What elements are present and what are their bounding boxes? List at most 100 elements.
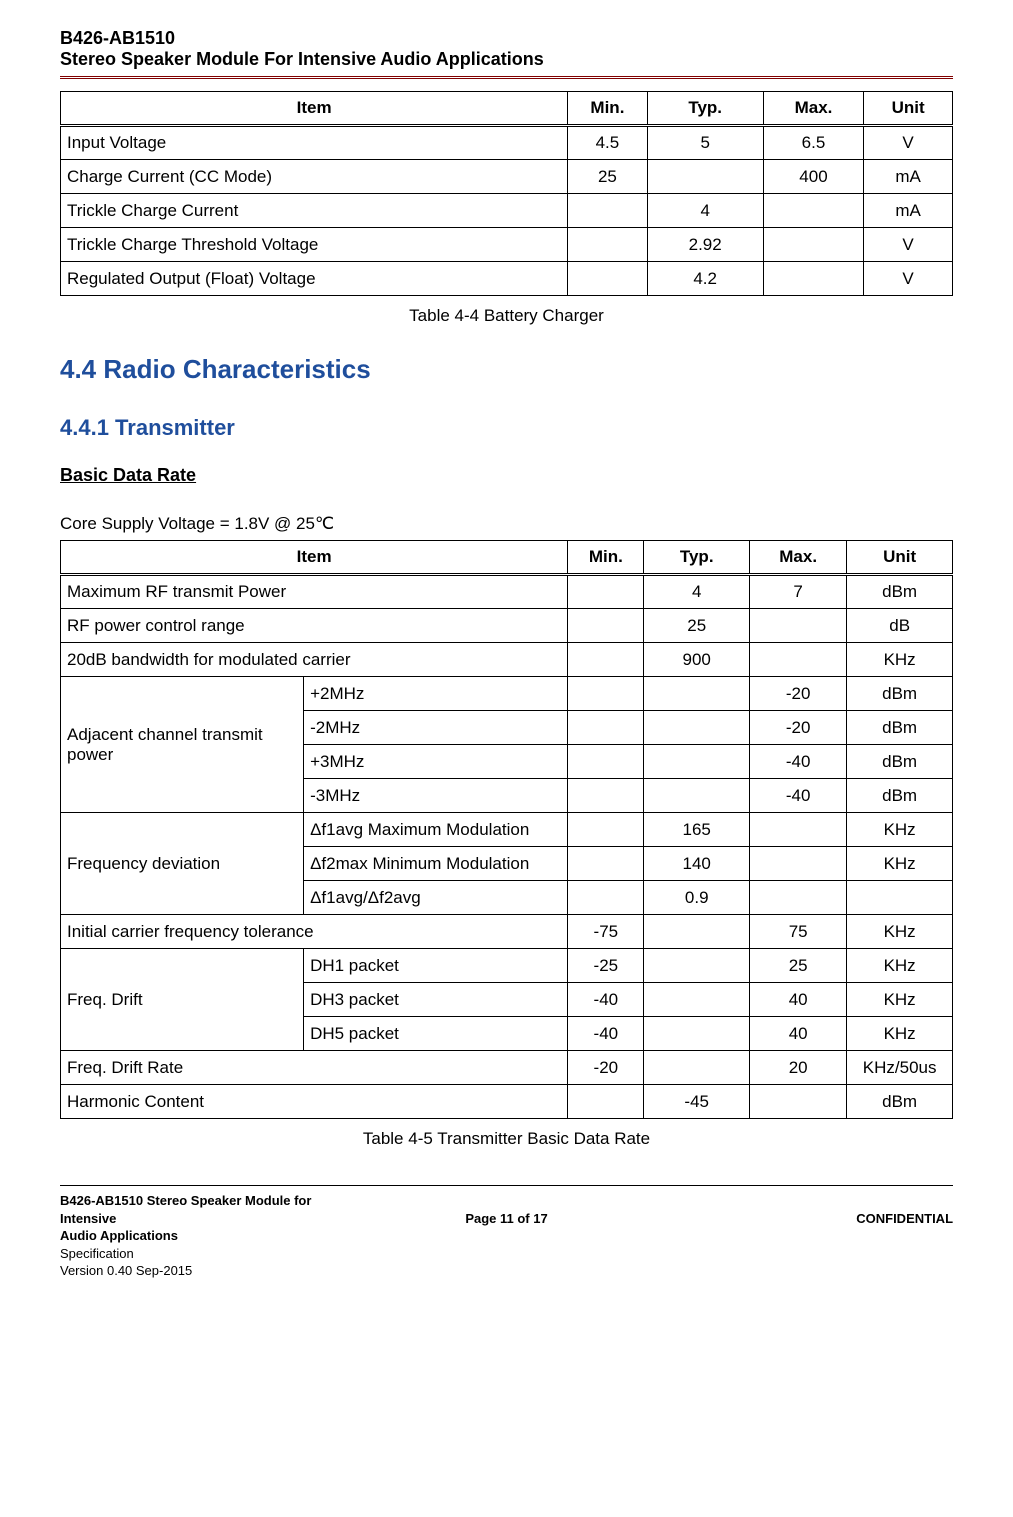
- table-cell: [750, 643, 847, 677]
- table-cell: [644, 779, 750, 813]
- table-cell: [644, 1017, 750, 1051]
- table-cell: dBm: [847, 779, 953, 813]
- table-cell: Regulated Output (Float) Voltage: [61, 262, 568, 296]
- table-cell: 4.2: [647, 262, 763, 296]
- table-cell: 40: [750, 1017, 847, 1051]
- table-cell: [847, 881, 953, 915]
- table-cell: [644, 1051, 750, 1085]
- table-cell: 140: [644, 847, 750, 881]
- table-row: Freq. Drift Rate-2020KHz/50us: [61, 1051, 953, 1085]
- table-cell: KHz: [847, 1017, 953, 1051]
- table-cell: Charge Current (CC Mode): [61, 160, 568, 194]
- table-cell: KHz: [847, 643, 953, 677]
- table-cell: KHz/50us: [847, 1051, 953, 1085]
- table-cell: [763, 194, 863, 228]
- table-cell: Δf1avg/Δf2avg: [304, 881, 568, 915]
- table-cell: [568, 847, 644, 881]
- table-cell: [644, 677, 750, 711]
- table-cell: 400: [763, 160, 863, 194]
- table-cell: [568, 745, 644, 779]
- table-cell: dBm: [847, 745, 953, 779]
- table-cell: 25: [568, 160, 647, 194]
- section-heading: 4.4 Radio Characteristics: [60, 354, 953, 385]
- table-header-row: Item Min. Typ. Max. Unit: [61, 541, 953, 575]
- table-row: Initial carrier frequency tolerance-7575…: [61, 915, 953, 949]
- table-cell: -40: [568, 983, 644, 1017]
- table-group-label: Frequency deviation: [61, 813, 304, 915]
- table-cell: [568, 779, 644, 813]
- table-cell: [750, 847, 847, 881]
- table-cell: [568, 677, 644, 711]
- header-product-code: B426-AB1510: [60, 28, 953, 49]
- table-cell: 6.5: [763, 126, 863, 160]
- table-row: Input Voltage4.556.5V: [61, 126, 953, 160]
- table-cell: Initial carrier frequency tolerance: [61, 915, 568, 949]
- table-cell: dBm: [847, 677, 953, 711]
- col-max: Max.: [750, 541, 847, 575]
- table-cell: DH1 packet: [304, 949, 568, 983]
- table-row: Trickle Charge Threshold Voltage2.92V: [61, 228, 953, 262]
- col-unit: Unit: [864, 92, 953, 126]
- table-group-label: Adjacent channel transmit power: [61, 677, 304, 813]
- table-caption: Table 4-5 Transmitter Basic Data Rate: [60, 1129, 953, 1149]
- table-cell: Harmonic Content: [61, 1085, 568, 1119]
- table-cell: -75: [568, 915, 644, 949]
- table-cell: dB: [847, 609, 953, 643]
- table-cell: DH3 packet: [304, 983, 568, 1017]
- table-cell: KHz: [847, 813, 953, 847]
- footer-product-2: Audio Applications: [60, 1228, 178, 1243]
- table-cell: V: [864, 228, 953, 262]
- table-cell: [647, 160, 763, 194]
- table-cell: [568, 609, 644, 643]
- table-cell: 165: [644, 813, 750, 847]
- table-cell: 25: [750, 949, 847, 983]
- table-cell: Δf1avg Maximum Modulation: [304, 813, 568, 847]
- table-cell: Maximum RF transmit Power: [61, 575, 568, 609]
- table-cell: [568, 1085, 644, 1119]
- table-cell: +2MHz: [304, 677, 568, 711]
- table-group-label: Freq. Drift: [61, 949, 304, 1051]
- table-cell: [763, 228, 863, 262]
- table-cell: [750, 813, 847, 847]
- table-cell: 900: [644, 643, 750, 677]
- conditions-text: Core Supply Voltage = 1.8V @ 25℃: [60, 514, 953, 534]
- table-cell: -2MHz: [304, 711, 568, 745]
- table-cell: dBm: [847, 711, 953, 745]
- footer-page-number: Page 11 of 17: [358, 1210, 656, 1228]
- transmitter-bdr-table: Item Min. Typ. Max. Unit Maximum RF tran…: [60, 540, 953, 1119]
- table-row: 20dB bandwidth for modulated carrier900K…: [61, 643, 953, 677]
- table-cell: -45: [644, 1085, 750, 1119]
- table-cell: -20: [750, 677, 847, 711]
- table-cell: [644, 983, 750, 1017]
- footer-rule: [60, 1185, 953, 1186]
- table-cell: mA: [864, 160, 953, 194]
- table-row: Maximum RF transmit Power47dBm: [61, 575, 953, 609]
- table-cell: [568, 194, 647, 228]
- basic-data-rate-heading: Basic Data Rate: [60, 465, 953, 486]
- table-cell: 5: [647, 126, 763, 160]
- table-cell: 2.92: [647, 228, 763, 262]
- table-cell: [644, 711, 750, 745]
- table-cell: -25: [568, 949, 644, 983]
- table-cell: 20: [750, 1051, 847, 1085]
- table-cell: KHz: [847, 949, 953, 983]
- table-row: Frequency deviationΔf1avg Maximum Modula…: [61, 813, 953, 847]
- header-product-desc: Stereo Speaker Module For Intensive Audi…: [60, 49, 953, 70]
- subsection-heading: 4.4.1 Transmitter: [60, 415, 953, 441]
- table-cell: V: [864, 126, 953, 160]
- table-cell: [568, 643, 644, 677]
- table-cell: [763, 262, 863, 296]
- table-cell: DH5 packet: [304, 1017, 568, 1051]
- table-cell: [568, 575, 644, 609]
- table-cell: Input Voltage: [61, 126, 568, 160]
- table-cell: 4: [644, 575, 750, 609]
- table-cell: 4.5: [568, 126, 647, 160]
- table-cell: -40: [568, 1017, 644, 1051]
- table-cell: 4: [647, 194, 763, 228]
- table-cell: -40: [750, 745, 847, 779]
- table-cell: KHz: [847, 915, 953, 949]
- table-row: Freq. DriftDH1 packet-2525KHz: [61, 949, 953, 983]
- table-cell: -20: [568, 1051, 644, 1085]
- table-cell: [644, 915, 750, 949]
- table-row: Trickle Charge Current4mA: [61, 194, 953, 228]
